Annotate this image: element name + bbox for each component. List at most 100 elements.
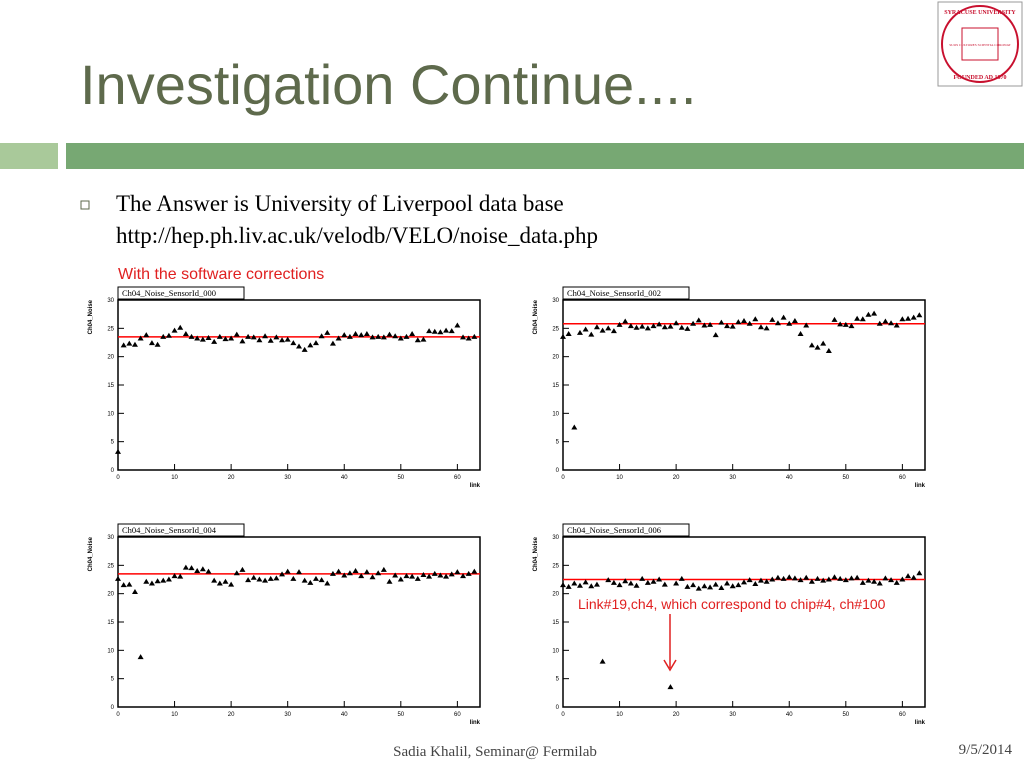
plot-area [117,536,481,708]
chart-title: Ch04_Noise_SensorId_002 [567,288,661,298]
data-point [199,336,206,342]
data-point [588,583,595,589]
data-point [888,320,895,326]
data-point [115,448,121,454]
data-point [644,325,651,331]
data-point [380,566,387,572]
data-point [426,328,433,334]
data-point [279,571,286,577]
data-point [386,331,393,337]
data-point [560,333,566,339]
y-tick-label: 5 [111,677,115,683]
data-point [335,335,342,341]
data-point [420,571,427,577]
data-point [786,320,793,326]
data-point [188,333,195,339]
data-point [471,333,478,339]
data-point [712,332,719,338]
x-tick-label: 20 [228,712,235,718]
data-point [565,331,572,336]
data-point [301,346,308,352]
data-point [239,338,246,344]
data-point [565,583,572,589]
data-point [910,574,917,580]
x-tick-label: 50 [397,475,404,481]
data-point [616,582,623,588]
data-point [284,568,291,574]
data-point [460,573,467,579]
data-point [273,575,280,581]
data-point [684,325,691,331]
data-point [752,316,759,322]
data-point [165,576,172,582]
data-point [369,334,376,340]
y-tick-label: 0 [556,705,560,711]
footer-date: 9/5/2014 [959,742,1013,758]
data-point [126,340,133,346]
data-point [916,570,923,576]
data-point [848,575,855,581]
data-point [177,573,184,579]
annotation-arrowhead [663,659,677,672]
data-point [859,316,866,322]
url-text: http://hep.ph.liv.ac.uk/velodb/VELO/nois… [116,223,598,248]
data-point [397,576,404,582]
data-point [916,312,923,318]
x-tick-label: 60 [899,712,906,718]
data-point [239,566,246,572]
data-point [465,335,472,341]
data-point [673,580,680,586]
x-tick-label: 40 [341,712,348,718]
data-point [741,579,747,585]
x-tick-label: 60 [454,712,461,718]
y-tick-label: 25 [107,563,114,569]
slide-title: Investigation Continue.... [80,53,696,116]
data-point [656,576,663,582]
plot-area [562,299,926,471]
data-point [403,333,410,339]
data-point [460,334,467,340]
data-point [131,588,138,594]
data-point [831,316,838,322]
data-point [871,578,878,584]
data-point [571,424,578,430]
data-point [774,574,781,580]
data-point [211,338,218,344]
data-point [610,328,617,334]
data-point [808,342,815,348]
data-point [735,582,742,588]
x-tick-label: 30 [284,475,291,481]
x-tick-label: 0 [561,475,565,481]
data-point [690,320,697,326]
y-tick-label: 15 [552,383,559,389]
data-point [222,578,229,584]
data-point [797,331,804,336]
data-point [695,317,702,323]
data-point [409,573,416,579]
data-point [414,337,421,343]
data-point [627,323,634,329]
data-point [576,329,583,335]
data-point [324,580,331,586]
data-point [752,581,759,587]
y-tick-label: 20 [552,355,559,361]
data-point [194,568,201,573]
data-point [454,569,461,575]
x-tick-label: 0 [561,712,565,718]
data-point [222,336,229,342]
data-point [228,581,235,587]
x-tick-label: 10 [616,475,623,481]
plot-area [562,536,926,708]
data-point [746,320,753,326]
data-point [571,580,578,586]
y-tick-label: 0 [111,468,115,474]
x-axis-label: link [915,483,926,489]
accent-bar [0,143,58,169]
y-tick-label: 25 [552,563,559,569]
data-point [667,323,674,329]
data-point [667,684,674,690]
data-point [126,581,133,587]
data-point [724,580,731,586]
data-point [882,575,889,581]
data-point [673,320,680,326]
